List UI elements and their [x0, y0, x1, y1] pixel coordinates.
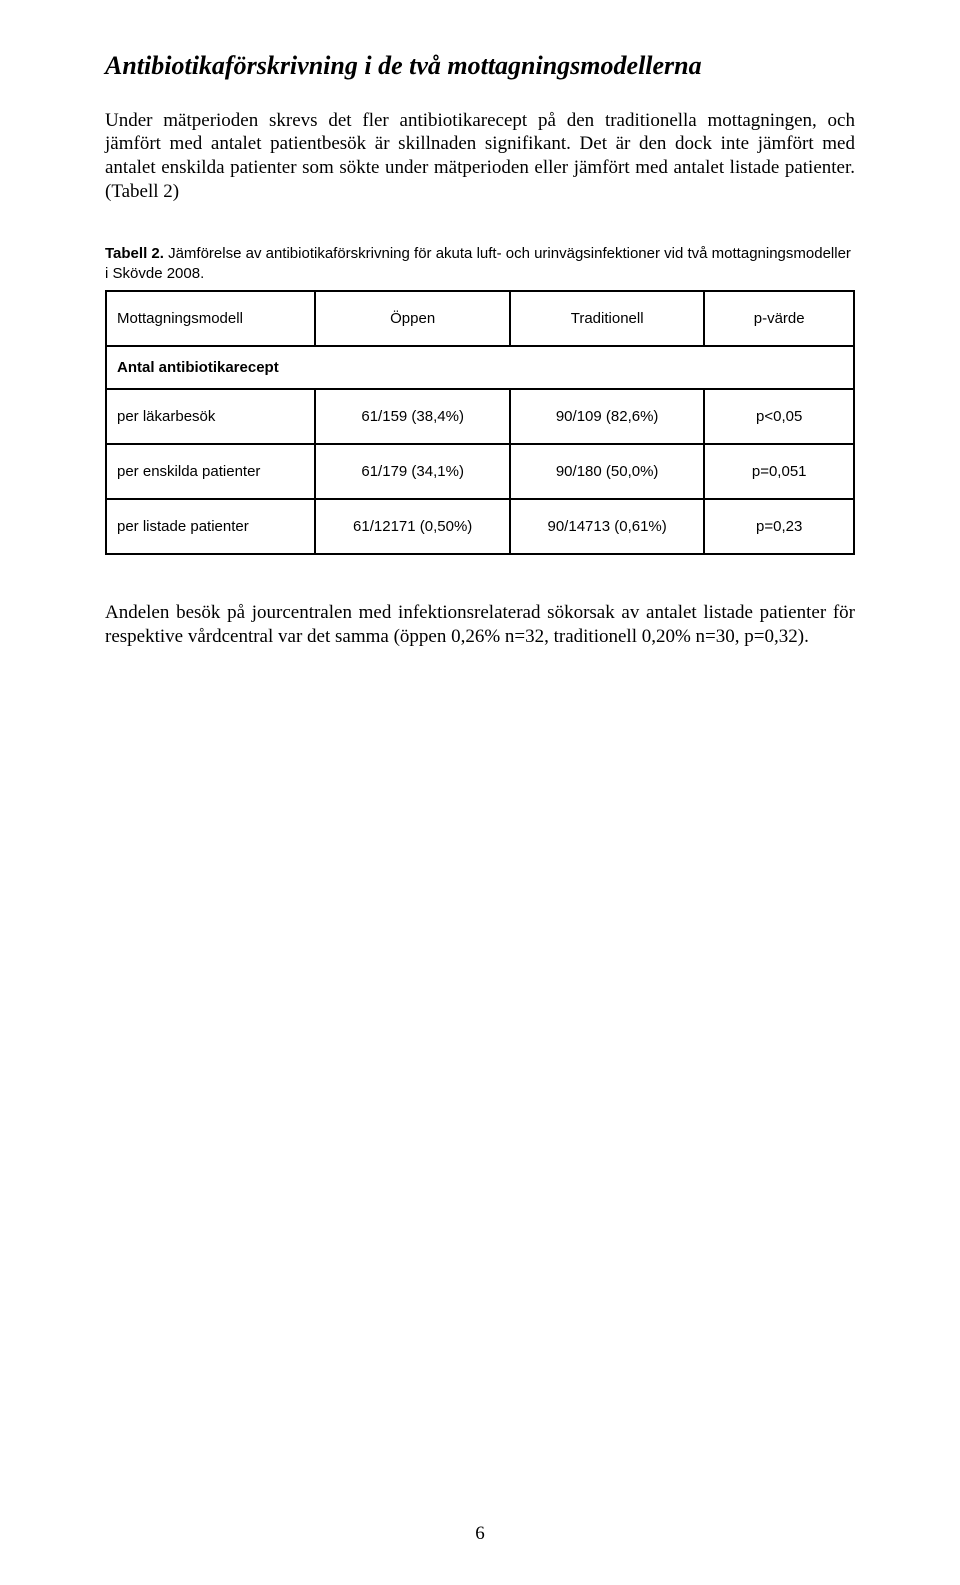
row-p: p=0,051 — [704, 444, 854, 499]
page-number: 6 — [0, 1523, 960, 1545]
row-p: p<0,05 — [704, 389, 854, 444]
col-header-pvalue: p-värde — [704, 291, 854, 346]
table-header-row: Mottagningsmodell Öppen Traditionell p-v… — [106, 291, 854, 346]
table-caption-label: Tabell 2. — [105, 245, 164, 262]
table-row: per enskilda patienter 61/179 (34,1%) 90… — [106, 444, 854, 499]
table-caption-text: Jämförelse av antibiotikaförskrivning fö… — [105, 245, 851, 282]
row-label: per läkarbesök — [106, 389, 315, 444]
table-row: per listade patienter 61/12171 (0,50%) 9… — [106, 499, 854, 554]
paragraph-2: Andelen besök på jourcentralen med infek… — [105, 601, 855, 649]
col-header-open: Öppen — [315, 291, 509, 346]
row-open: 61/179 (34,1%) — [315, 444, 509, 499]
row-trad: 90/109 (82,6%) — [510, 389, 704, 444]
table-caption: Tabell 2. Jämförelse av antibiotikaförsk… — [105, 244, 855, 285]
row-trad: 90/14713 (0,61%) — [510, 499, 704, 554]
row-label: per listade patienter — [106, 499, 315, 554]
row-open: 61/159 (38,4%) — [315, 389, 509, 444]
table-section-label: Antal antibiotikarecept — [106, 346, 854, 389]
section-heading: Antibiotikaförskrivning i de två mottagn… — [105, 50, 855, 83]
row-p: p=0,23 — [704, 499, 854, 554]
table-section-row: Antal antibiotikarecept — [106, 346, 854, 389]
comparison-table: Mottagningsmodell Öppen Traditionell p-v… — [105, 290, 855, 555]
row-trad: 90/180 (50,0%) — [510, 444, 704, 499]
row-open: 61/12171 (0,50%) — [315, 499, 509, 554]
col-header-model: Mottagningsmodell — [106, 291, 315, 346]
table-row: per läkarbesök 61/159 (38,4%) 90/109 (82… — [106, 389, 854, 444]
col-header-traditional: Traditionell — [510, 291, 704, 346]
paragraph-1: Under mätperioden skrevs det fler antibi… — [105, 109, 855, 204]
row-label: per enskilda patienter — [106, 444, 315, 499]
